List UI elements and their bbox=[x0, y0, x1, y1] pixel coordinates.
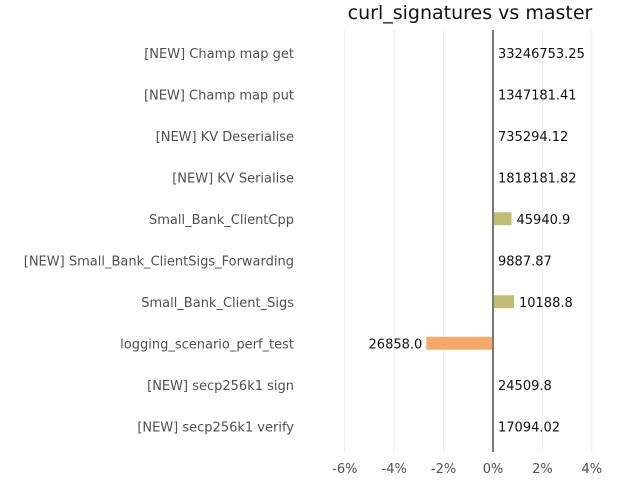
grid-layer bbox=[344, 30, 593, 452]
category-label: [NEW] Small_Bank_ClientSigs_Forwarding bbox=[24, 254, 294, 269]
category-label: Small_Bank_Client_Sigs bbox=[141, 296, 294, 311]
x-tick-label: -4% bbox=[382, 462, 407, 477]
x-tick-label: 4% bbox=[581, 462, 602, 477]
x-tick-label: -2% bbox=[431, 462, 456, 477]
bar bbox=[493, 212, 512, 226]
data-label: 735294.12 bbox=[498, 130, 568, 145]
data-label: 24509.8 bbox=[498, 379, 552, 394]
category-label: [NEW] secp256k1 verify bbox=[137, 420, 294, 435]
category-label: [NEW] Champ map get bbox=[144, 47, 294, 62]
x-tick-label: -6% bbox=[332, 462, 357, 477]
data-label: 9887.87 bbox=[498, 254, 552, 269]
chart-title: curl_signatures vs master bbox=[348, 2, 593, 24]
x-tick-label: 2% bbox=[532, 462, 553, 477]
data-label: 26858.0 bbox=[369, 337, 423, 352]
data-labels: 33246753.25 1347181.41 735294.12 1818181.82… bbox=[369, 47, 585, 436]
x-axis-ticks: -6% -4% -2% 0% 2% 4% bbox=[332, 462, 602, 477]
category-label: [NEW] secp256k1 sign bbox=[147, 379, 294, 394]
category-label: [NEW] Champ map put bbox=[144, 88, 294, 103]
x-tick-label: 0% bbox=[483, 462, 504, 477]
data-label: 1347181.41 bbox=[498, 88, 577, 103]
data-label: 1818181.82 bbox=[498, 171, 577, 186]
category-label: [NEW] KV Serialise bbox=[172, 171, 294, 186]
bar bbox=[426, 336, 493, 350]
category-label: Small_Bank_ClientCpp bbox=[149, 213, 294, 228]
data-label: 10188.8 bbox=[519, 296, 573, 311]
category-label: logging_scenario_perf_test bbox=[120, 337, 294, 352]
category-labels: [NEW] Champ map get [NEW] Champ map put [N… bbox=[24, 47, 295, 436]
data-label: 33246753.25 bbox=[498, 47, 585, 62]
bar bbox=[493, 295, 514, 309]
data-label: 17094.02 bbox=[498, 420, 560, 435]
data-label: 45940.9 bbox=[517, 213, 571, 228]
category-label: [NEW] KV Deserialise bbox=[156, 130, 294, 145]
bar-layer bbox=[426, 30, 514, 452]
